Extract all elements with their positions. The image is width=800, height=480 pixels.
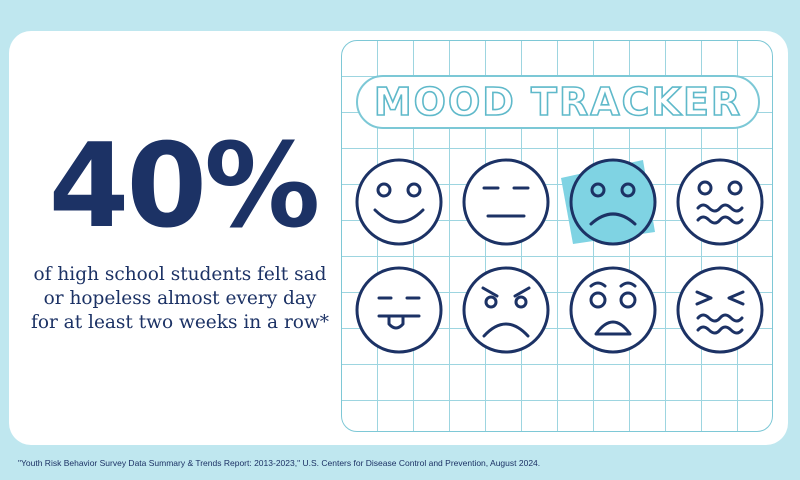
stat-caption: of high school students felt sad or hope… — [30, 264, 330, 333]
mood-faces — [355, 158, 764, 354]
angry-face-icon — [462, 266, 550, 354]
nervous-face-icon — [676, 158, 764, 246]
sad-face-icon — [561, 158, 657, 246]
silly-face-icon — [355, 266, 443, 354]
shocked-face-icon — [569, 266, 657, 354]
mood-tracker-title: MOOD TRACKER — [373, 79, 743, 125]
mood-tracker-title-pill: MOOD TRACKER — [356, 75, 760, 129]
source-footnote: "Youth Risk Behavior Survey Data Summary… — [18, 458, 541, 468]
stat-number: 40% — [48, 119, 321, 254]
distressed-face-icon — [676, 266, 764, 354]
neutral-face-icon — [462, 158, 550, 246]
happy-face-icon — [355, 158, 443, 246]
